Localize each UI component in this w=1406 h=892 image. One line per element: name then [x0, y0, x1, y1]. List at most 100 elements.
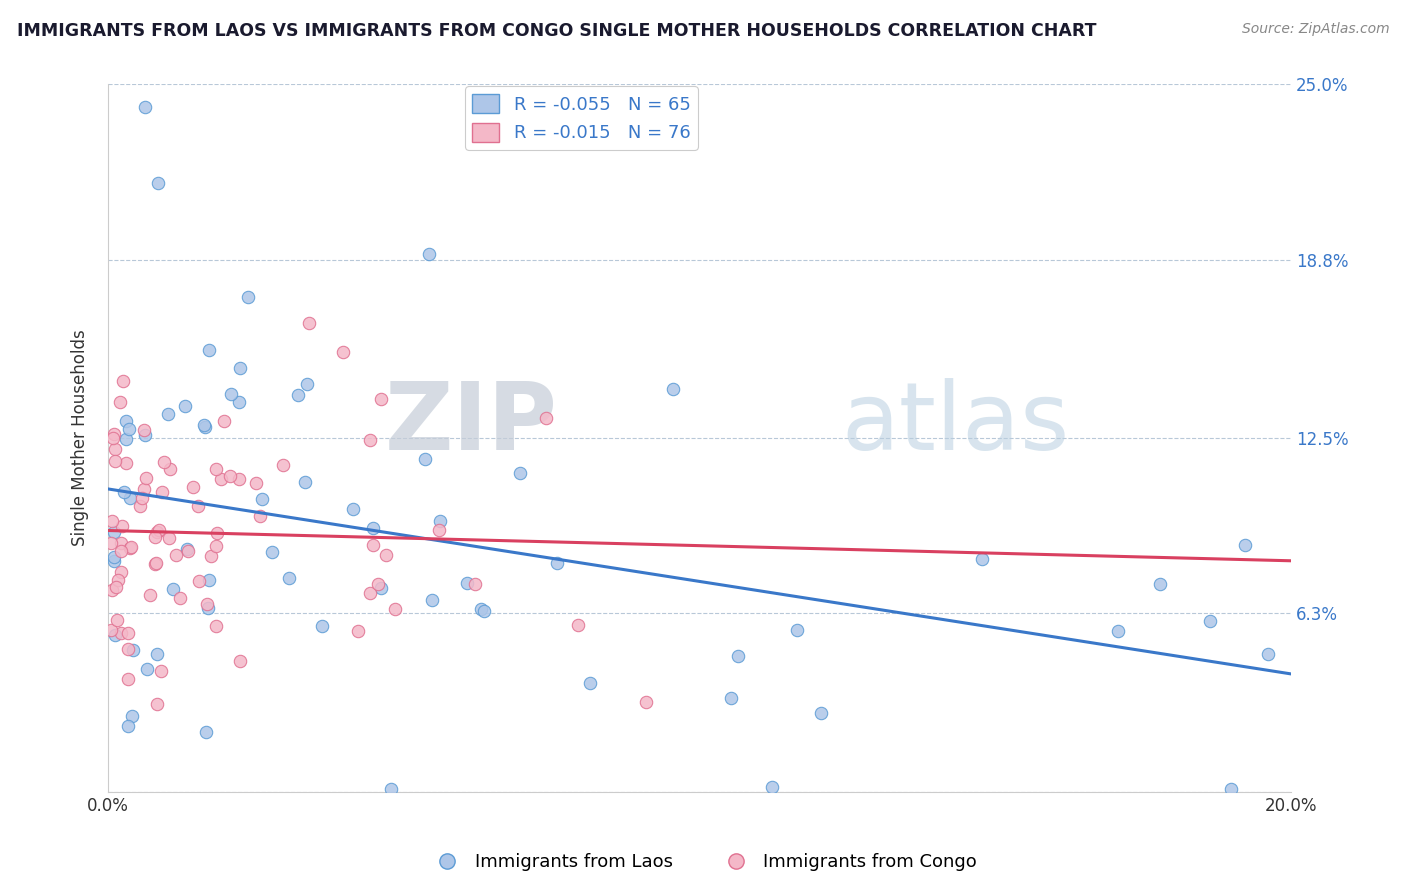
Point	[104, 454, 127, 468]
Point	[112, 485, 135, 500]
Point	[636, 695, 658, 709]
Point	[347, 624, 370, 639]
Point	[195, 597, 218, 611]
Point	[546, 557, 568, 571]
Point	[367, 577, 389, 591]
Point	[370, 581, 392, 595]
Point	[134, 428, 156, 442]
Point	[121, 709, 143, 723]
Point	[107, 574, 129, 588]
Point	[727, 648, 749, 663]
Point	[212, 414, 235, 428]
Point	[970, 552, 993, 566]
Point	[418, 247, 440, 261]
Point	[150, 484, 173, 499]
Point	[132, 423, 155, 437]
Point	[1233, 537, 1256, 551]
Point	[1257, 647, 1279, 661]
Point	[145, 530, 167, 544]
Point	[194, 420, 217, 434]
Point	[110, 565, 132, 579]
Point	[145, 556, 167, 570]
Point	[152, 455, 174, 469]
Point	[810, 706, 832, 721]
Point	[197, 343, 219, 357]
Point	[134, 100, 156, 114]
Point	[361, 521, 384, 535]
Point	[294, 475, 316, 490]
Point	[101, 514, 124, 528]
Point	[228, 654, 250, 668]
Text: ZIP: ZIP	[385, 378, 558, 470]
Point	[384, 602, 406, 616]
Point	[536, 410, 558, 425]
Text: Source: ZipAtlas.com: Source: ZipAtlas.com	[1241, 22, 1389, 37]
Point	[375, 548, 398, 562]
Point	[370, 392, 392, 407]
Point	[146, 525, 169, 540]
Point	[115, 415, 138, 429]
Point	[104, 628, 127, 642]
Point	[205, 539, 228, 553]
Point	[193, 417, 215, 432]
Point	[103, 554, 125, 568]
Point	[720, 690, 742, 705]
Point	[228, 472, 250, 486]
Text: atlas: atlas	[842, 378, 1070, 470]
Text: IMMIGRANTS FROM LAOS VS IMMIGRANTS FROM CONGO SINGLE MOTHER HOUSEHOLDS CORRELATI: IMMIGRANTS FROM LAOS VS IMMIGRANTS FROM …	[17, 22, 1097, 40]
Point	[1107, 624, 1129, 639]
Point	[219, 469, 242, 483]
Point	[342, 501, 364, 516]
Point	[197, 601, 219, 615]
Point	[117, 672, 139, 686]
Point	[245, 476, 267, 491]
Point	[509, 466, 531, 480]
Point	[159, 462, 181, 476]
Point	[118, 422, 141, 436]
Point	[567, 617, 589, 632]
Point	[101, 582, 124, 597]
Point	[183, 480, 205, 494]
Point	[359, 433, 381, 447]
Point	[427, 523, 450, 537]
Point	[115, 432, 138, 446]
Point	[135, 471, 157, 485]
Point	[131, 491, 153, 506]
Point	[287, 388, 309, 402]
Point	[146, 177, 169, 191]
Point	[1220, 781, 1243, 796]
Point	[139, 589, 162, 603]
Point	[118, 491, 141, 505]
Point	[115, 456, 138, 470]
Point	[117, 626, 139, 640]
Point	[204, 462, 226, 476]
Point	[204, 618, 226, 632]
Point	[380, 781, 402, 796]
Point	[238, 290, 260, 304]
Point	[157, 531, 180, 545]
Point	[228, 395, 250, 409]
Legend: Immigrants from Laos, Immigrants from Congo: Immigrants from Laos, Immigrants from Co…	[422, 847, 984, 879]
Point	[205, 526, 228, 541]
Point	[187, 499, 209, 513]
Point	[176, 541, 198, 556]
Point	[429, 514, 451, 528]
Point	[110, 536, 132, 550]
Point	[209, 471, 232, 485]
Legend: R = -0.055   N = 65, R = -0.015   N = 76: R = -0.055 N = 65, R = -0.015 N = 76	[465, 87, 697, 150]
Y-axis label: Single Mother Households: Single Mother Households	[72, 330, 89, 547]
Point	[100, 623, 122, 637]
Point	[260, 545, 283, 559]
Point	[117, 719, 139, 733]
Point	[229, 360, 252, 375]
Point	[662, 382, 685, 396]
Point	[252, 492, 274, 507]
Point	[149, 665, 172, 679]
Point	[221, 387, 243, 401]
Point	[194, 725, 217, 739]
Point	[143, 557, 166, 571]
Point	[157, 407, 180, 421]
Point	[1149, 577, 1171, 591]
Point	[249, 509, 271, 524]
Point	[332, 345, 354, 359]
